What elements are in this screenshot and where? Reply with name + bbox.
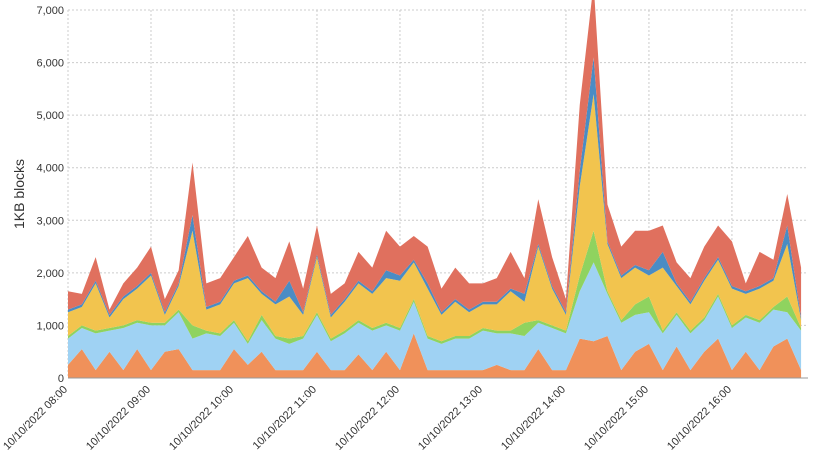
y-axis-label: 1KB blocks	[11, 159, 27, 229]
area	[68, 94, 802, 342]
x-tick-label: 10/10/2022 16:00	[665, 384, 734, 450]
y-tick-label: 0	[58, 373, 64, 385]
y-tick-label: 3,000	[36, 215, 64, 227]
area	[68, 262, 802, 371]
y-tick-label: 4,000	[36, 163, 64, 175]
y-tick-label: 6,000	[36, 58, 64, 70]
y-tick-label: 1,000	[36, 320, 64, 332]
x-tick-label: 10/10/2022 14:00	[499, 384, 568, 450]
y-tick-label: 7,000	[36, 5, 64, 17]
x-tick-label: 10/10/2022 10:00	[167, 384, 236, 450]
area	[68, 0, 802, 318]
y-tick-label: 2,000	[36, 268, 64, 280]
x-tick-label: 10/10/2022 08:00	[1, 384, 70, 450]
x-tick-label: 10/10/2022 12:00	[333, 384, 402, 450]
x-tick-label: 10/10/2022 15:00	[582, 384, 651, 450]
x-tick-label: 10/10/2022 11:00	[251, 384, 319, 450]
y-tick-label: 5,000	[36, 110, 64, 122]
x-tick-label: 10/10/2022 13:00	[416, 384, 485, 450]
x-tick-label: 10/10/2022 09:00	[84, 384, 153, 450]
area	[68, 333, 802, 378]
